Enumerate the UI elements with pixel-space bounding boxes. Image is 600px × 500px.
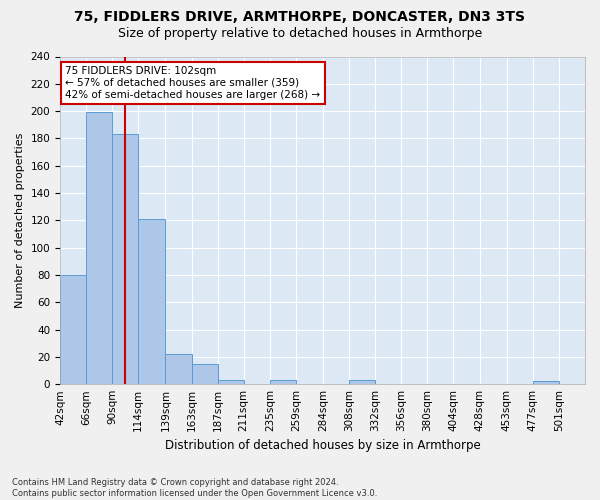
Bar — [218, 380, 244, 384]
Text: Size of property relative to detached houses in Armthorpe: Size of property relative to detached ho… — [118, 28, 482, 40]
Bar — [86, 112, 112, 384]
Bar — [112, 134, 138, 384]
Y-axis label: Number of detached properties: Number of detached properties — [15, 132, 25, 308]
Bar — [166, 354, 191, 384]
X-axis label: Distribution of detached houses by size in Armthorpe: Distribution of detached houses by size … — [164, 440, 481, 452]
Bar — [60, 275, 86, 384]
Text: 75 FIDDLERS DRIVE: 102sqm
← 57% of detached houses are smaller (359)
42% of semi: 75 FIDDLERS DRIVE: 102sqm ← 57% of detac… — [65, 66, 320, 100]
Bar — [349, 380, 375, 384]
Bar — [138, 219, 166, 384]
Bar — [533, 382, 559, 384]
Text: Contains HM Land Registry data © Crown copyright and database right 2024.
Contai: Contains HM Land Registry data © Crown c… — [12, 478, 377, 498]
Bar — [270, 380, 296, 384]
Bar — [191, 364, 218, 384]
Text: 75, FIDDLERS DRIVE, ARMTHORPE, DONCASTER, DN3 3TS: 75, FIDDLERS DRIVE, ARMTHORPE, DONCASTER… — [74, 10, 526, 24]
